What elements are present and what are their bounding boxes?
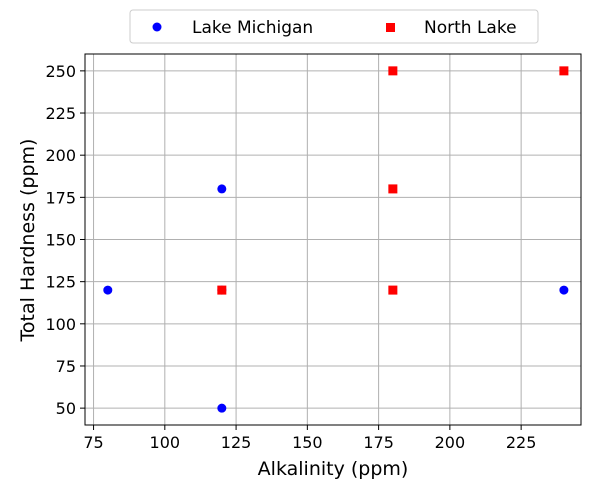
y-tick-label: 250: [45, 62, 76, 81]
data-points: [103, 66, 569, 413]
point-lake-michigan: [103, 285, 113, 295]
point-lake-michigan: [559, 285, 569, 295]
x-tick-label: 200: [435, 433, 466, 452]
x-tick-label: 150: [292, 433, 323, 452]
legend-marker-north-lake: [386, 23, 395, 32]
x-axis-ticks: 75 100 125 150 175 200 225: [83, 425, 536, 452]
legend-label-lake-michigan: Lake Michigan: [192, 18, 313, 38]
y-tick-label: 150: [45, 231, 76, 250]
x-tick-label: 75: [83, 433, 103, 452]
x-tick-label: 225: [506, 433, 537, 452]
y-tick-label: 50: [56, 399, 76, 418]
y-tick-label: 125: [45, 273, 76, 292]
grid-lines: [85, 54, 581, 425]
point-north-lake: [559, 66, 569, 76]
point-north-lake: [388, 285, 398, 295]
y-axis-title: Total Hardness (ppm): [17, 139, 39, 343]
point-north-lake: [217, 285, 227, 295]
point-north-lake: [388, 184, 398, 194]
y-tick-label: 200: [45, 146, 76, 165]
y-axis-ticks: 50 75 100 125 150 175 200 225 250: [45, 62, 85, 418]
y-tick-label: 225: [45, 104, 76, 123]
y-tick-label: 100: [45, 315, 76, 334]
point-lake-michigan: [217, 184, 227, 194]
y-tick-label: 75: [56, 357, 76, 376]
legend-box: [129, 9, 539, 44]
y-tick-label: 175: [45, 188, 76, 207]
point-north-lake: [388, 66, 398, 76]
x-tick-label: 175: [363, 433, 394, 452]
x-tick-label: 125: [221, 433, 252, 452]
x-axis-title: Alkalinity (ppm): [258, 458, 409, 480]
legend-label-north-lake: North Lake: [424, 18, 517, 38]
point-lake-michigan: [217, 403, 227, 413]
x-tick-label: 100: [150, 433, 181, 452]
legend-marker-lake-michigan: [152, 22, 162, 32]
legend: Lake Michigan North Lake: [129, 9, 539, 44]
